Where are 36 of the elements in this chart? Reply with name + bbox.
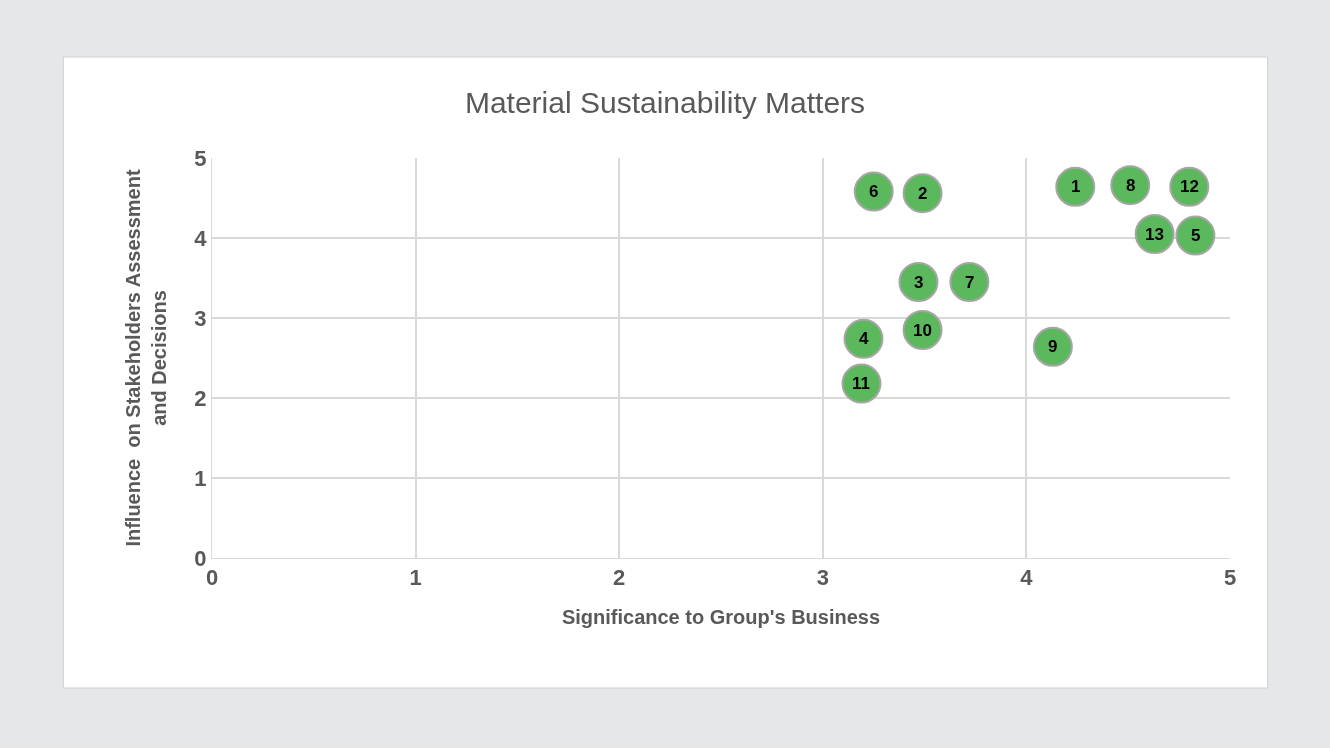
y-tick-label: 5 <box>194 145 207 171</box>
annotation: 1 <box>1071 177 1081 196</box>
annotation: 5 <box>1191 226 1201 245</box>
annotation: 6 <box>869 182 879 201</box>
point <box>949 262 990 302</box>
annotation: 7 <box>965 273 975 292</box>
y-tick-label: 2 <box>194 385 207 411</box>
annotation: 13 <box>1145 225 1164 244</box>
x-axis-title: Significance to Group's Business <box>561 605 881 628</box>
annotation: 10 <box>913 321 932 340</box>
y-tick-label: 1 <box>194 465 207 491</box>
annotation: 8 <box>1126 176 1136 195</box>
x-tick-label: 3 <box>816 565 829 591</box>
chart-title: Material Sustainability Matters <box>464 85 866 119</box>
x-tick-label: 4 <box>1020 565 1034 591</box>
point <box>853 171 894 212</box>
y-tick-label: 0 <box>194 545 207 571</box>
x-tick-label: 1 <box>409 565 422 591</box>
annotation: 11 <box>852 374 870 393</box>
annotation: 3 <box>914 273 924 292</box>
annotation: 2 <box>918 184 928 203</box>
annotation: 9 <box>1048 337 1058 356</box>
annotation: 4 <box>859 329 869 348</box>
point <box>902 173 943 214</box>
x-tick-label: 5 <box>1223 565 1237 591</box>
point <box>1032 326 1073 367</box>
point <box>1175 215 1216 256</box>
point <box>1110 165 1151 206</box>
point <box>843 318 884 359</box>
y-tick-label: 3 <box>194 305 207 331</box>
point <box>1055 166 1096 207</box>
y-axis-title: Influence on Stakeholders Assessment and Decisions <box>121 169 170 547</box>
annotation: 12 <box>1180 177 1199 196</box>
point <box>898 262 939 302</box>
x-tick-label: 2 <box>613 565 626 591</box>
y-tick-label: 4 <box>194 225 208 251</box>
